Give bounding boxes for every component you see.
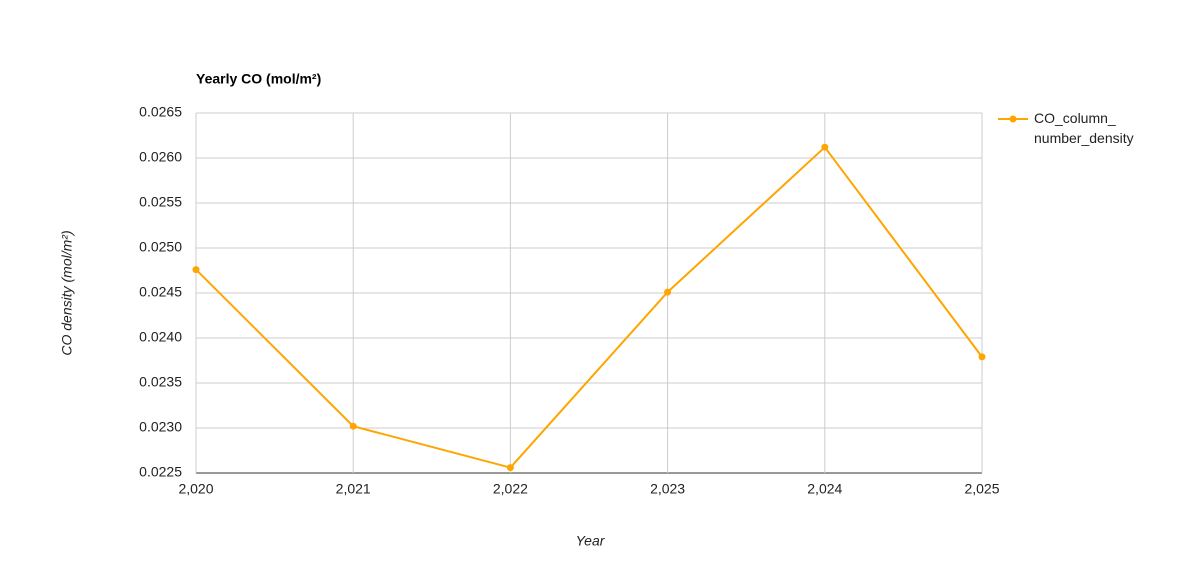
legend-marker [1009, 115, 1017, 123]
x-tick-label: 2,024 [807, 481, 842, 497]
y-tick-label: 0.0240 [139, 329, 182, 345]
x-axis-title: Year [576, 533, 606, 549]
y-tick-label: 0.0265 [139, 104, 182, 120]
data-point [978, 353, 986, 361]
data-point [821, 143, 829, 151]
x-tick-label: 2,020 [178, 481, 213, 497]
x-tick-label: 2,025 [964, 481, 999, 497]
y-tick-label: 0.0260 [139, 149, 182, 165]
y-tick-label: 0.0245 [139, 284, 182, 300]
data-point [664, 288, 672, 296]
data-point [349, 422, 357, 430]
y-tick-label: 0.0235 [139, 374, 182, 390]
data-point [192, 266, 200, 274]
y-tick-label: 0.0255 [139, 194, 182, 210]
x-tick-label: 2,021 [336, 481, 371, 497]
data-line [195, 145, 983, 469]
legend-label: CO_column_ number_density [1034, 110, 1134, 146]
y-axis-title: CO density (mol/m²) [59, 230, 75, 355]
x-tick-label: 2,022 [493, 481, 528, 497]
y-tick-label: 0.0230 [139, 419, 182, 435]
x-tick-label: 2,023 [650, 481, 685, 497]
y-tick-label: 0.0225 [139, 464, 182, 480]
data-point [506, 464, 514, 472]
y-tick-label: 0.0250 [139, 239, 182, 255]
chart-title: Yearly CO (mol/m²) [196, 71, 321, 87]
